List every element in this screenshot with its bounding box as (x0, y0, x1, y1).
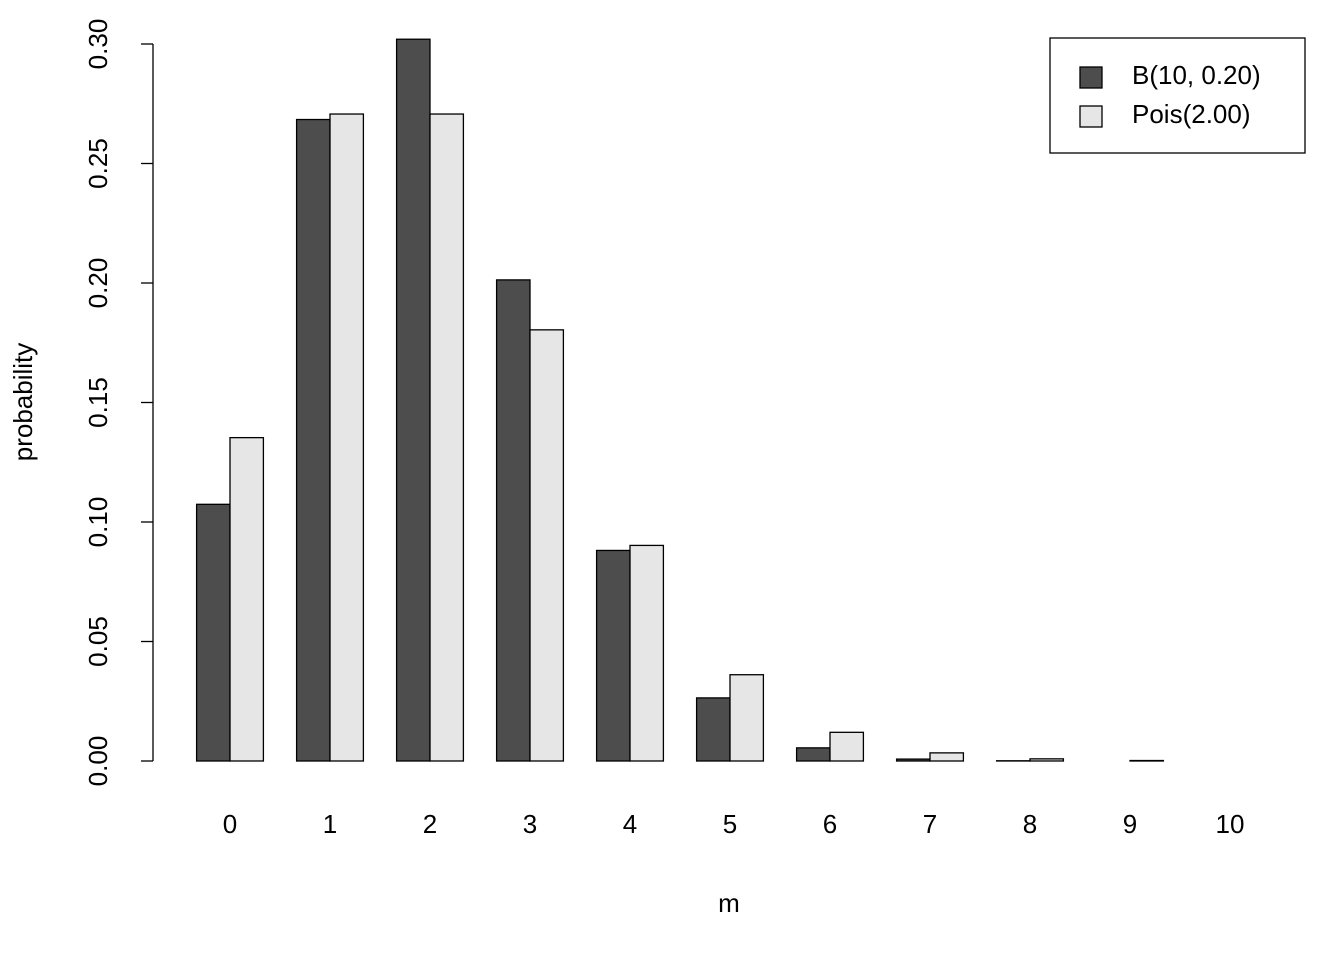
y-tick-label: 0.20 (83, 258, 113, 309)
bar (795, 747, 831, 762)
y-tick-label: 0.15 (83, 377, 113, 428)
bar (495, 279, 531, 762)
bar (729, 674, 765, 762)
y-tick-label: 0.05 (83, 616, 113, 667)
x-tick-label: 2 (423, 809, 437, 839)
x-axis-label: m (718, 888, 740, 918)
bar (895, 758, 931, 762)
x-tick-label: 1 (323, 809, 337, 839)
x-tick-label: 9 (1123, 809, 1137, 839)
y-tick-label: 0.10 (83, 497, 113, 548)
legend-box (1049, 37, 1306, 154)
y-axis-label: probability (8, 343, 38, 462)
bar (829, 731, 865, 762)
bar (229, 436, 265, 762)
x-tick-label: 4 (623, 809, 637, 839)
x-tick-label: 0 (223, 809, 237, 839)
y-tick-label: 0.25 (83, 138, 113, 189)
bar (195, 503, 231, 762)
bar (595, 549, 631, 762)
x-tick-label: 10 (1216, 809, 1245, 839)
bar (429, 113, 465, 762)
y-tick-label: 0.30 (83, 19, 113, 70)
bar (529, 329, 565, 762)
bar (695, 697, 731, 762)
bar (629, 544, 665, 762)
bar (1029, 758, 1065, 762)
bar (395, 38, 431, 762)
bar (295, 118, 331, 762)
bar (929, 752, 965, 762)
legend-swatch (1079, 105, 1103, 128)
legend-label: Pois(2.00) (1132, 99, 1251, 129)
x-tick-label: 7 (923, 809, 937, 839)
y-tick-label: 0.00 (83, 736, 113, 787)
x-tick-label: 8 (1023, 809, 1037, 839)
x-tick-label: 3 (523, 809, 537, 839)
bar (329, 113, 365, 762)
legend-swatch (1079, 66, 1103, 89)
x-tick-label: 5 (723, 809, 737, 839)
x-tick-label: 6 (823, 809, 837, 839)
legend-label: B(10, 0.20) (1132, 60, 1261, 90)
